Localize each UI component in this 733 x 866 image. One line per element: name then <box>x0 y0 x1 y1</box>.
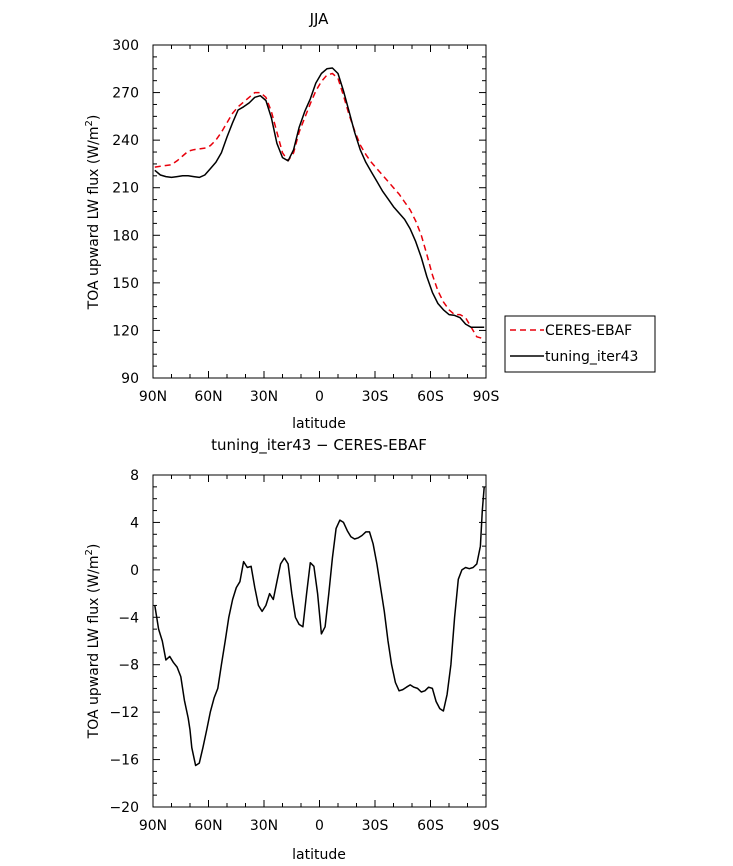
chart-bottom-x-tick-label: 30N <box>250 818 278 834</box>
chart-top-y-tick-label: 300 <box>112 38 139 54</box>
chart-bottom-y-axis-label: TOA upward LW flux (W/m2) <box>84 544 102 740</box>
chart-bottom-x-tick-label: 90S <box>473 818 500 834</box>
chart-bottom-x-axis-label: latitude <box>292 847 346 863</box>
chart-bottom-y-tick-label: −4 <box>118 610 139 626</box>
chart-top-x-tick-label: 30S <box>362 389 389 405</box>
chart-bottom-panel: tuning_iter43 − CERES-EBAF 90N 60N 30N 0 30S… <box>84 436 499 863</box>
chart-top-y-tick-label: 120 <box>112 323 139 339</box>
chart-top-y-axis-label: TOA upward LW flux (W/m2) <box>84 115 102 311</box>
chart-bottom-title: tuning_iter43 − CERES-EBAF <box>211 436 427 455</box>
chart-bottom-x-tick-label: 90N <box>139 818 167 834</box>
chart-top-legend: CERES-EBAF tuning_iter43 <box>504 315 656 373</box>
chart-bottom-x-tick-label: 60S <box>417 818 444 834</box>
chart-bottom-x-tick-label: 30S <box>362 818 389 834</box>
chart-top-plot-area <box>152 44 487 379</box>
chart-top-x-tick-label: 90S <box>473 389 500 405</box>
chart-bottom-ticks: 90N 60N 30N 0 30S 60S 90S −20 −16 −12 −8 −4 0 4 8 <box>109 468 499 834</box>
chart-bottom-y-tick-label: −20 <box>109 800 139 816</box>
chart-top-title: JJA <box>309 10 330 28</box>
legend-box <box>504 315 656 373</box>
chart-top-x-tick-label: 60N <box>194 389 222 405</box>
chart-top-x-tick-label: 0 <box>315 389 324 405</box>
chart-top-y-tick-label: 270 <box>112 86 139 102</box>
chart-bottom-y-tick-label: 8 <box>130 468 139 484</box>
legend-label-tuning-iter43: tuning_iter43 <box>545 349 638 365</box>
chart-bottom-y-tick-label: −12 <box>109 705 139 721</box>
chart-top-y-tick-label: 180 <box>112 228 139 244</box>
chart-top-x-axis-label: latitude <box>292 416 346 432</box>
chart-top-panel: JJA 90N 60N 30N 0 30S 60S 90S 90 120 150 180 210 240… <box>84 10 656 432</box>
chart-bottom-y-tick-label: −8 <box>118 658 139 674</box>
legend-label-ceres-ebaf: CERES-EBAF <box>545 323 632 339</box>
chart-bottom-series-line-difference <box>154 486 485 767</box>
chart-bottom-y-tick-label: 4 <box>130 515 139 531</box>
chart-top-ticks: 90N 60N 30N 0 30S 60S 90S 90 120 150 180 210 240 270 3… <box>112 38 499 405</box>
chart-bottom-y-tick-label: −16 <box>109 753 139 769</box>
chart-bottom-plot-area <box>152 474 487 808</box>
chart-bottom-x-tick-label: 60N <box>194 818 222 834</box>
chart-top-series <box>154 67 485 341</box>
chart-top-x-tick-label: 60S <box>417 389 444 405</box>
chart-top-y-tick-label: 90 <box>121 371 139 387</box>
chart-top-x-tick-label: 90N <box>139 389 167 405</box>
chart-top-x-tick-label: 30N <box>250 389 278 405</box>
chart-top-series-line-ceres-ebaf <box>154 72 485 341</box>
chart-top-series-line-tuning-iter43 <box>154 67 485 329</box>
chart-bottom-y-tick-label: 0 <box>130 563 139 579</box>
chart-bottom-x-tick-label: 0 <box>315 818 324 834</box>
chart-bottom-series <box>154 486 485 767</box>
chart-top-y-tick-label: 210 <box>112 181 139 197</box>
chart-top-y-tick-label: 150 <box>112 276 139 292</box>
chart-top-y-tick-label: 240 <box>112 133 139 149</box>
